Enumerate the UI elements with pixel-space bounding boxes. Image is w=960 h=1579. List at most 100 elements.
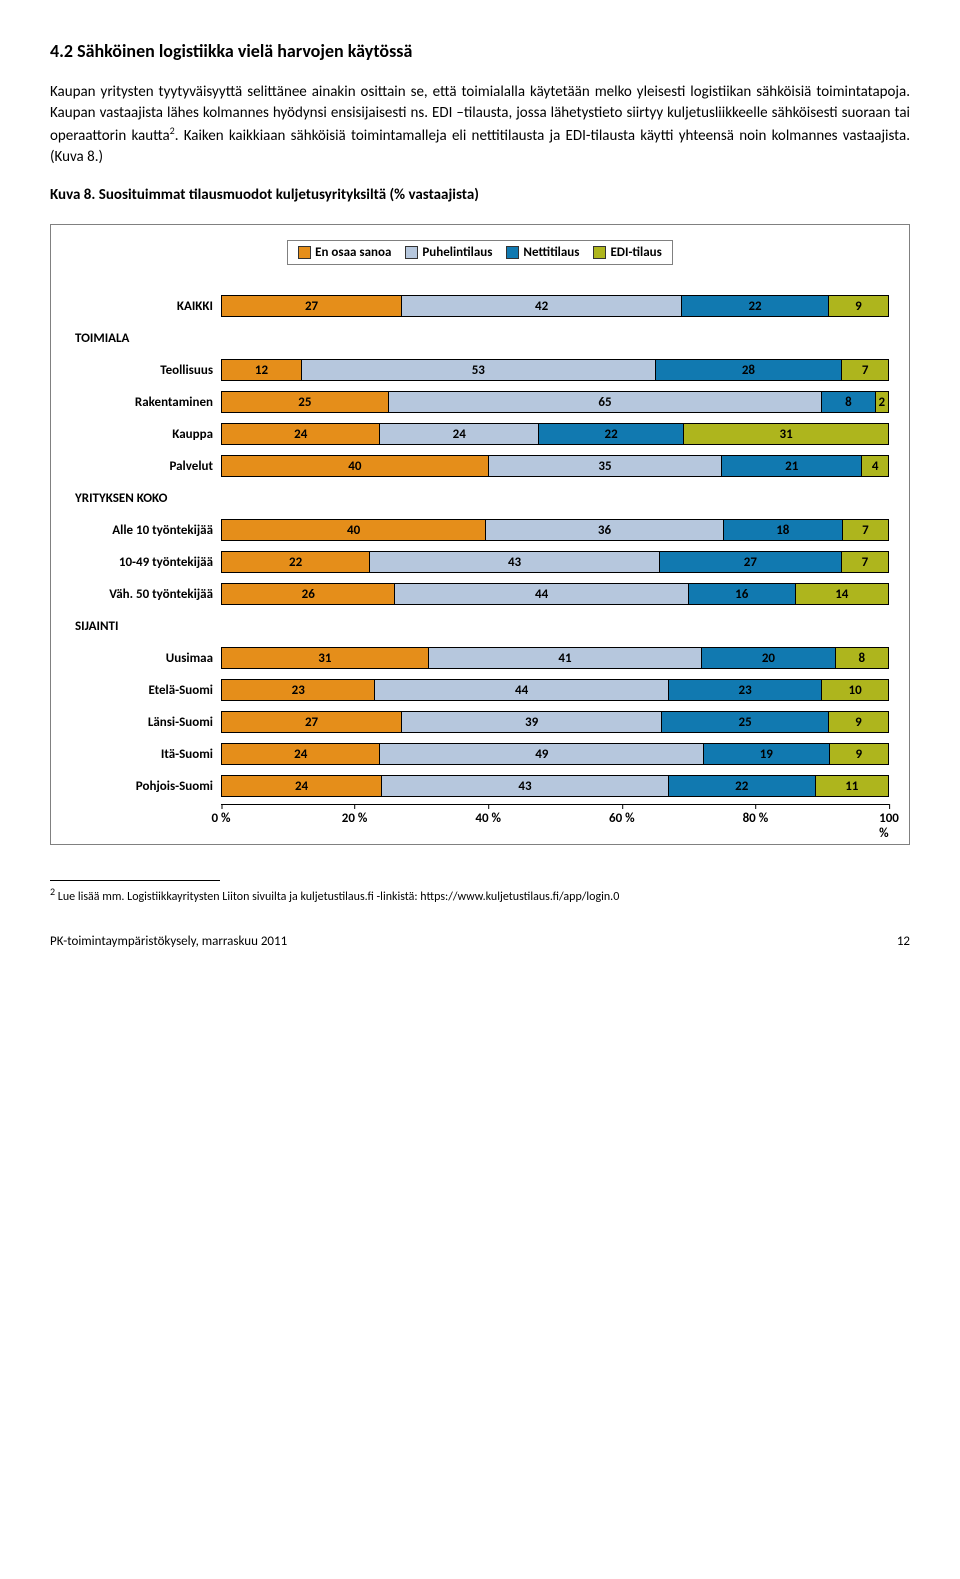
row-label: Itä-Suomi xyxy=(71,747,221,762)
bar-segment: 24 xyxy=(222,776,382,796)
row-label: Kauppa xyxy=(71,427,221,442)
bar-segment: 7 xyxy=(842,360,889,380)
bar-segment: 7 xyxy=(843,520,889,540)
bar-segment: 25 xyxy=(222,392,389,412)
bar: 2243277 xyxy=(221,551,889,573)
bar-segment: 41 xyxy=(429,648,702,668)
legend-swatch xyxy=(298,246,311,259)
bar-segment: 9 xyxy=(830,744,889,764)
bar: 26441614 xyxy=(221,583,889,605)
bar: 256582 xyxy=(221,391,889,413)
axis-tick: 20 % xyxy=(342,805,368,826)
bar-segment: 35 xyxy=(489,456,722,476)
row-label: Väh. 50 työntekijää xyxy=(71,587,221,602)
bar-segment: 22 xyxy=(222,552,370,572)
axis-tick: 80 % xyxy=(743,805,769,826)
section-heading: 4.2 Sähköinen logistiikka vielä harvojen… xyxy=(50,40,910,62)
axis-tick: 40 % xyxy=(475,805,501,826)
bar-segment: 53 xyxy=(302,360,656,380)
bar-segment: 23 xyxy=(222,680,375,700)
legend-item: EDI-tilaus xyxy=(593,245,661,260)
legend-label: Nettitilaus xyxy=(523,245,579,260)
bar-segment: 10 xyxy=(822,680,889,700)
bar-segment: 9 xyxy=(829,296,889,316)
page-footer: PK-toimintaympäristökysely, marraskuu 20… xyxy=(50,934,910,949)
bar-segment: 36 xyxy=(486,520,724,540)
bar-segment: 12 xyxy=(222,360,302,380)
chart-body: KAIKKI TOIMIALA Teollisuus Rakentaminen Kaup… xyxy=(71,290,889,834)
bar-segment: 2 xyxy=(876,392,889,412)
row-label: Alle 10 työntekijää xyxy=(71,523,221,538)
axis-tick: 100 % xyxy=(879,805,899,841)
bar-segment: 31 xyxy=(222,648,429,668)
bar-segment: 14 xyxy=(796,584,889,604)
axis-tick: 60 % xyxy=(609,805,635,826)
bar-segment: 31 xyxy=(684,424,889,444)
axis-tick: 0 % xyxy=(211,805,230,826)
row-label: Uusimaa xyxy=(71,651,221,666)
bar: 24432211 xyxy=(221,775,889,797)
bar: 3141208 xyxy=(221,647,889,669)
group-label: TOIMIALA xyxy=(71,331,129,346)
bar-segment: 20 xyxy=(702,648,835,668)
bar-segment: 49 xyxy=(380,744,704,764)
group-label: SIJAINTI xyxy=(71,619,118,634)
row-label: 10-49 työntekijää xyxy=(71,555,221,570)
bar-segment: 28 xyxy=(656,360,843,380)
bar: 4036187 xyxy=(221,519,889,541)
bar-segment: 27 xyxy=(222,712,402,732)
bar-segment: 9 xyxy=(829,712,889,732)
group-label: YRITYKSEN KOKO xyxy=(71,491,167,506)
bar: 1253287 xyxy=(221,359,889,381)
body-paragraph: Kaupan yritysten tyytyväisyyttä selittän… xyxy=(50,82,910,168)
bar-segment: 65 xyxy=(389,392,823,412)
bar-segment: 23 xyxy=(669,680,822,700)
bar-segment: 4 xyxy=(862,456,889,476)
bar: 2739259 xyxy=(221,711,889,733)
bar: 23442310 xyxy=(221,679,889,701)
legend-label: EDI-tilaus xyxy=(610,245,661,260)
legend-label: Puhelintilaus xyxy=(422,245,492,260)
legend-item: Puhelintilaus xyxy=(405,245,492,260)
x-axis: 0 %20 %40 %60 %80 %100 % xyxy=(221,804,889,833)
legend-swatch xyxy=(405,246,418,259)
bar-segment: 24 xyxy=(222,744,380,764)
footer-left: PK-toimintaympäristökysely, marraskuu 20… xyxy=(50,934,287,949)
row-label: KAIKKI xyxy=(71,299,221,314)
bar-segment: 22 xyxy=(669,776,816,796)
bar-segment: 43 xyxy=(370,552,660,572)
bar-segment: 24 xyxy=(380,424,538,444)
bar-segment: 16 xyxy=(689,584,796,604)
row-label: Teollisuus xyxy=(71,363,221,378)
bar-segment: 39 xyxy=(402,712,662,732)
bar-segment: 7 xyxy=(842,552,889,572)
bar: 4035214 xyxy=(221,455,889,477)
bar: 24242231 xyxy=(221,423,889,445)
bar-segment: 8 xyxy=(822,392,875,412)
bar-segment: 22 xyxy=(539,424,684,444)
footnote-separator xyxy=(50,880,220,881)
bar-segment: 26 xyxy=(222,584,395,604)
legend-label: En osaa sanoa xyxy=(315,245,391,260)
row-label: Rakentaminen xyxy=(71,395,221,410)
legend-item: En osaa sanoa xyxy=(298,245,391,260)
bar-segment: 27 xyxy=(660,552,842,572)
bar-segment: 40 xyxy=(222,456,489,476)
legend-swatch xyxy=(506,246,519,259)
bars-column: 2742229125328725658224242231403521440361… xyxy=(221,290,889,834)
bar-segment: 19 xyxy=(704,744,829,764)
bar-segment: 40 xyxy=(222,520,486,540)
bar-segment: 18 xyxy=(724,520,843,540)
bar: 2449199 xyxy=(221,743,889,765)
bar-segment: 44 xyxy=(375,680,668,700)
row-label: Etelä-Suomi xyxy=(71,683,221,698)
row-label: Palvelut xyxy=(71,459,221,474)
legend-item: Nettitilaus xyxy=(506,245,579,260)
bar-segment: 43 xyxy=(382,776,669,796)
footnote: 2 Lue lisää mm. Logistiikkayritysten Lii… xyxy=(50,885,910,906)
para-text-after: . Kaiken kaikkiaan sähköisiä toimintamal… xyxy=(50,127,910,166)
chart-title: Kuva 8. Suosituimmat tilausmuodot kuljet… xyxy=(50,186,910,204)
bar-segment: 42 xyxy=(402,296,682,316)
bar-segment: 8 xyxy=(836,648,889,668)
legend-swatch xyxy=(593,246,606,259)
